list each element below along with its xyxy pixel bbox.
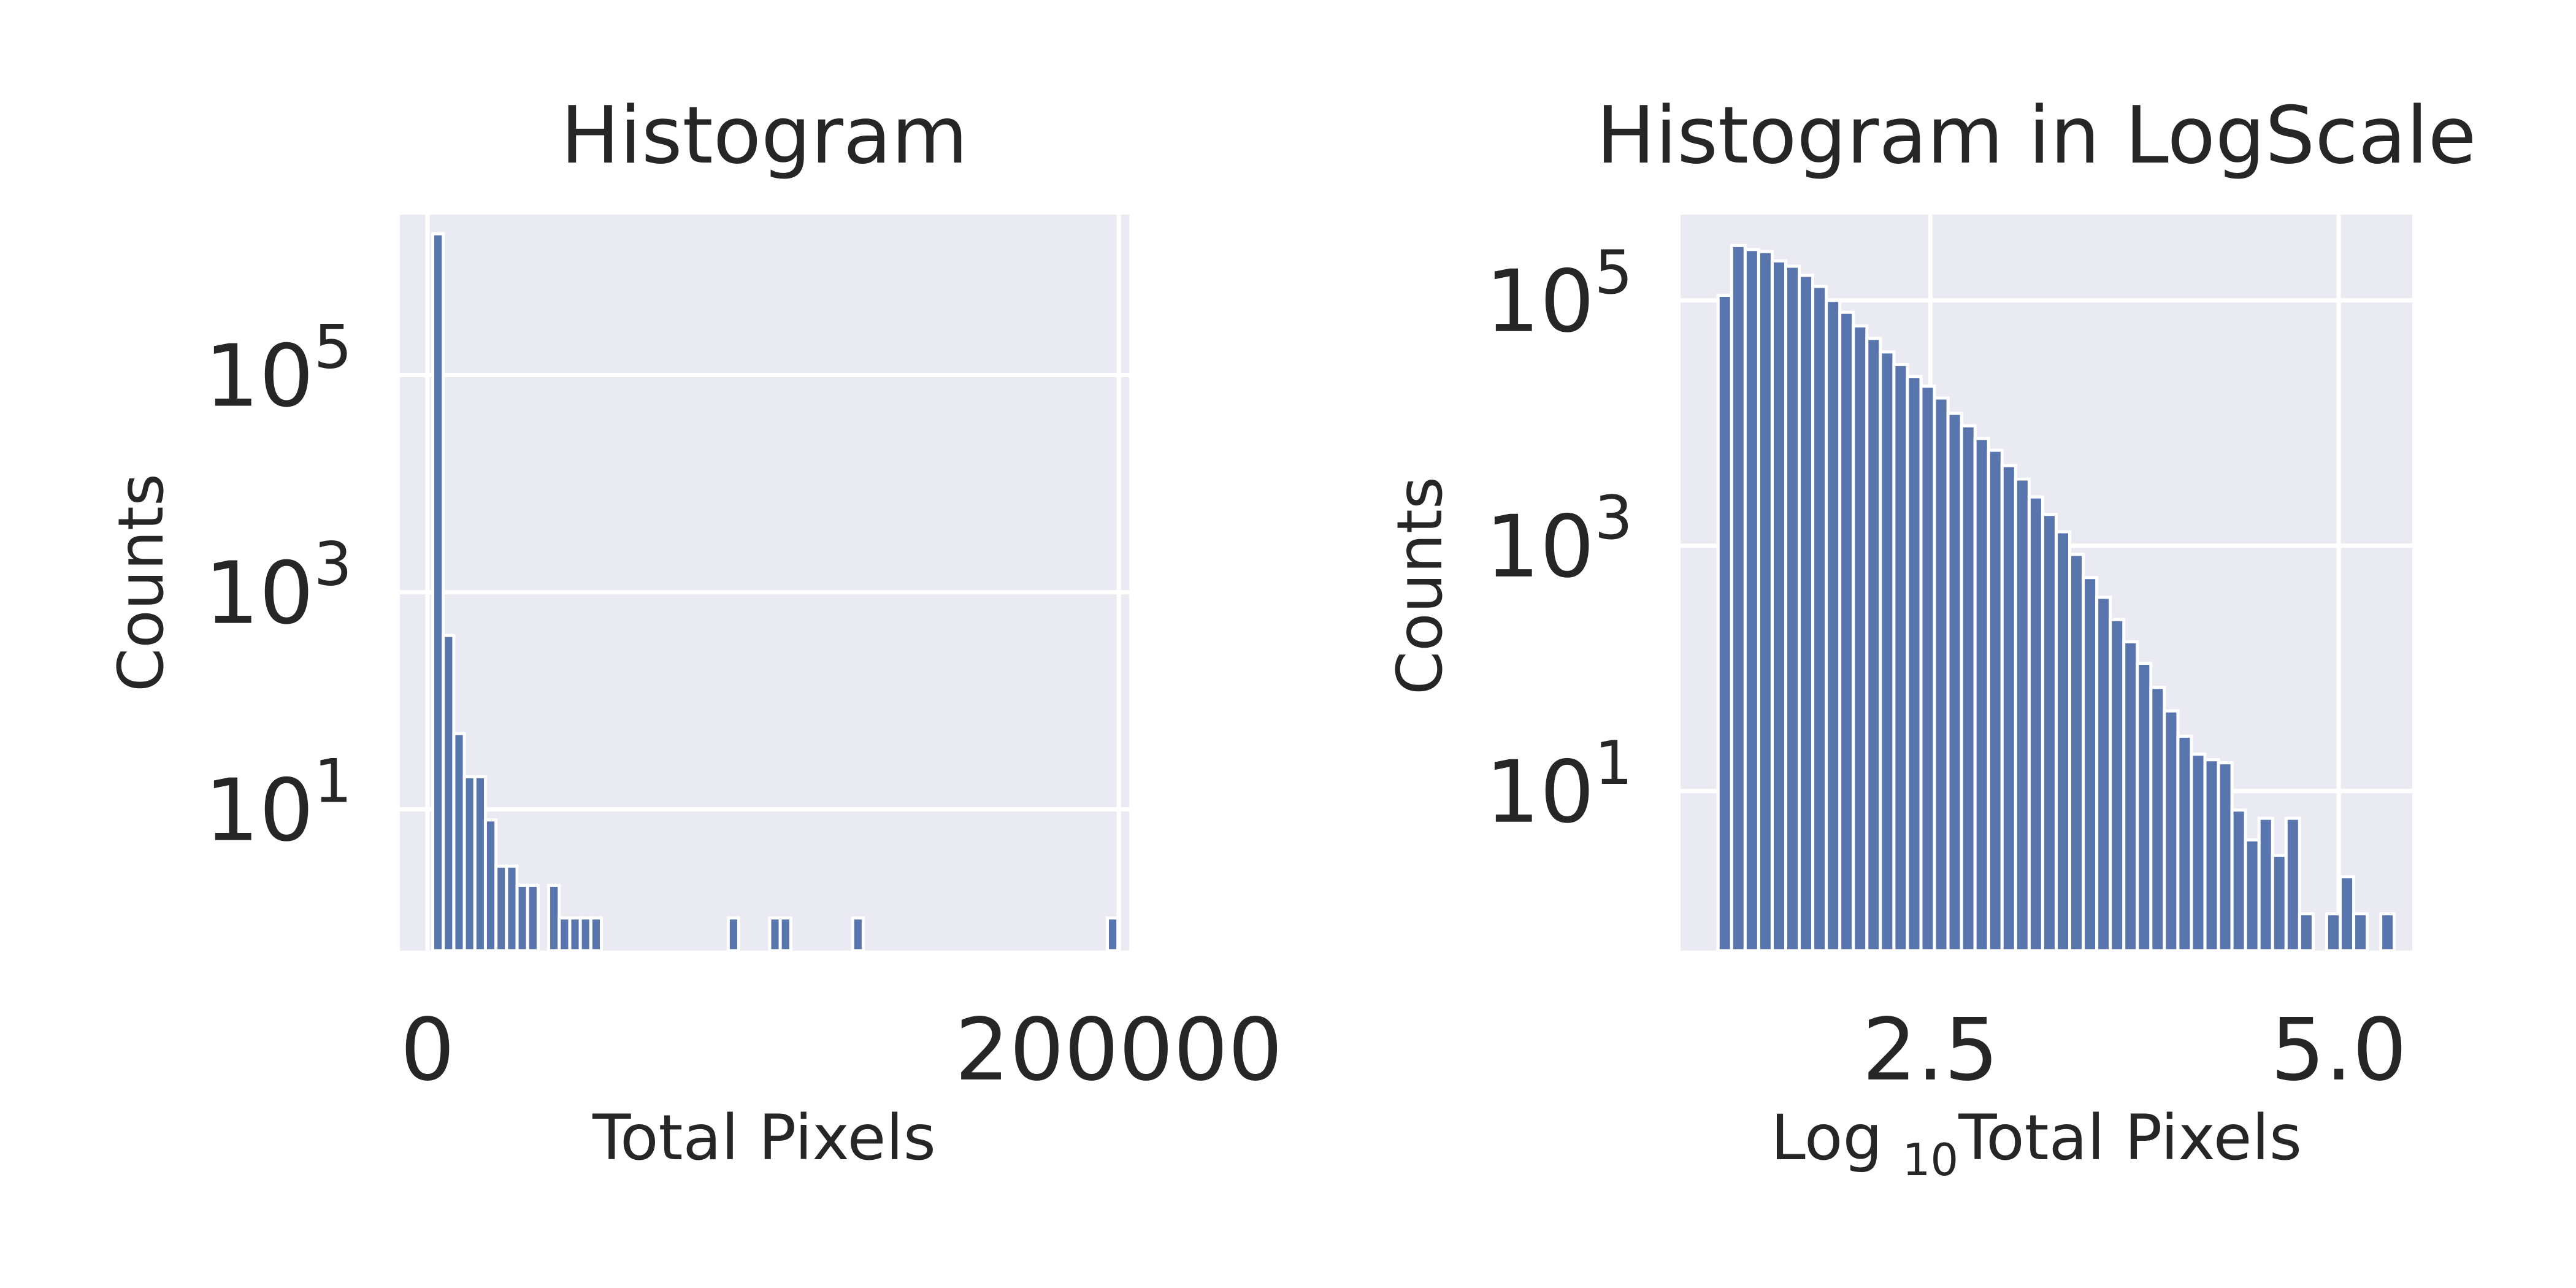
- x-axis-label: Log 10Total Pixels: [1771, 1102, 2302, 1186]
- histogram-bar: [1730, 243, 1747, 953]
- histogram-logscale-panel: 2.5 5.0 101 103 105 Histogram in LogScale L…: [1384, 90, 2477, 1186]
- y-tick-label: 101: [1485, 729, 1633, 843]
- x-tick-label: 2.5: [1862, 1000, 1999, 1100]
- histogram-bar: [768, 916, 782, 953]
- histogram-bar: [2244, 838, 2261, 953]
- x-tick-labels: 0 200000: [401, 1000, 1283, 1100]
- histogram-bar: [1906, 375, 1923, 953]
- histogram-bar: [2176, 734, 2193, 953]
- histogram-bar: [2149, 686, 2166, 953]
- x-tick-labels: 2.5 5.0: [1862, 1000, 2407, 1100]
- histogram-bar: [2041, 513, 2058, 953]
- histogram-bar: [1105, 916, 1120, 953]
- histogram-bar: [1743, 248, 1760, 953]
- histogram-bar: [2014, 477, 2031, 953]
- y-tick-label: 103: [1485, 483, 1633, 597]
- y-tick-labels: 101 103 105: [204, 313, 352, 861]
- histogram-bar: [1798, 274, 1815, 953]
- histogram-bar: [1919, 385, 1936, 953]
- histogram-bar: [505, 864, 519, 953]
- histogram-bar: [1987, 448, 2004, 953]
- y-axis-label: Counts: [105, 473, 178, 692]
- histogram-bar: [2271, 853, 2288, 953]
- histogram-bar: [1770, 259, 1787, 953]
- y-tick-labels: 101 103 105: [1485, 238, 1633, 843]
- histogram-bar: [452, 732, 466, 953]
- histogram-bar: [2068, 553, 2085, 953]
- chart-title: Histogram: [561, 90, 968, 182]
- x-axis-label: Total Pixels: [592, 1102, 936, 1175]
- histogram-bar: [494, 864, 508, 953]
- histogram-bar: [578, 916, 592, 953]
- histogram-bar: [2257, 816, 2274, 953]
- histogram-bar: [1879, 350, 1896, 953]
- histogram-bar: [1716, 294, 1733, 953]
- histogram-bar: [2352, 912, 2369, 953]
- grid-lines: [400, 215, 1129, 951]
- y-tick-label: 105: [204, 313, 352, 427]
- histogram-bar: [1960, 424, 1977, 953]
- histogram-bar: [1757, 250, 1774, 953]
- histogram-bar: [2325, 912, 2342, 953]
- histogram-bar: [462, 775, 477, 953]
- histogram-bar: [2109, 618, 2126, 953]
- histogram-bar: [1852, 324, 1869, 953]
- histogram-bar: [2122, 640, 2139, 953]
- y-axis-label: Counts: [1384, 477, 1457, 695]
- y-tick-label: 105: [1485, 238, 1633, 352]
- y-tick-label: 103: [204, 530, 352, 644]
- bars: [431, 232, 1120, 953]
- histogram-bar: [442, 634, 456, 953]
- histogram-bar: [2339, 875, 2356, 953]
- histogram-bar: [558, 916, 572, 953]
- histogram-bar: [1784, 264, 1801, 953]
- histogram-bar: [1973, 437, 1990, 953]
- histogram-bar: [1933, 396, 1950, 953]
- x-tick-label: 5.0: [2271, 1000, 2407, 1100]
- x-axis-label-rest: Total Pixels: [1958, 1102, 2302, 1175]
- histogram-bar: [1865, 337, 1882, 953]
- histogram-bar: [2230, 808, 2247, 953]
- histogram-bar: [2203, 758, 2220, 953]
- histogram-bar: [568, 916, 582, 953]
- histogram-bar: [526, 883, 540, 953]
- histogram-bar: [778, 916, 792, 953]
- histogram-bar: [2082, 576, 2099, 953]
- histogram-bar: [1825, 299, 1842, 953]
- y-tick-label: 101: [204, 747, 352, 861]
- histogram-bar: [2054, 530, 2072, 953]
- histogram-bar: [2379, 912, 2396, 953]
- histogram-bar: [473, 775, 487, 953]
- histogram-bar: [1946, 412, 1963, 953]
- x-tick-label: 200000: [955, 1000, 1282, 1100]
- histogram-bar: [2027, 495, 2044, 953]
- histogram-bar: [2190, 753, 2207, 953]
- histogram-bar: [726, 916, 741, 953]
- histogram-bar: [515, 883, 529, 953]
- histogram-bar: [2000, 464, 2017, 953]
- histogram-bar: [2284, 816, 2301, 953]
- histogram-bar: [2163, 709, 2180, 953]
- histogram-bar: [1811, 285, 1828, 953]
- histogram-bar: [1892, 362, 1909, 953]
- histogram-bar: [2298, 912, 2315, 953]
- histogram-panel: 0 200000 101 103 105 Histogram Total Pixels…: [105, 90, 1282, 1175]
- x-tick-label: 0: [401, 1000, 455, 1100]
- plot-background: [400, 215, 1129, 951]
- histogram-bar: [547, 883, 561, 953]
- chart-title: Histogram in LogScale: [1596, 90, 2476, 182]
- histogram-bar: [2217, 761, 2234, 953]
- bars: [1716, 243, 2396, 953]
- histogram-bar: [2095, 596, 2112, 953]
- histogram-bar: [589, 916, 604, 953]
- histogram-bar: [1838, 310, 1855, 953]
- histogram-bar: [2136, 662, 2153, 953]
- x-axis-label-main: Log: [1771, 1102, 1903, 1175]
- x-axis-label-subscript: 10: [1903, 1134, 1959, 1186]
- histogram-bar: [851, 916, 865, 953]
- histogram-bar: [483, 818, 498, 953]
- histogram-bar: [431, 232, 445, 953]
